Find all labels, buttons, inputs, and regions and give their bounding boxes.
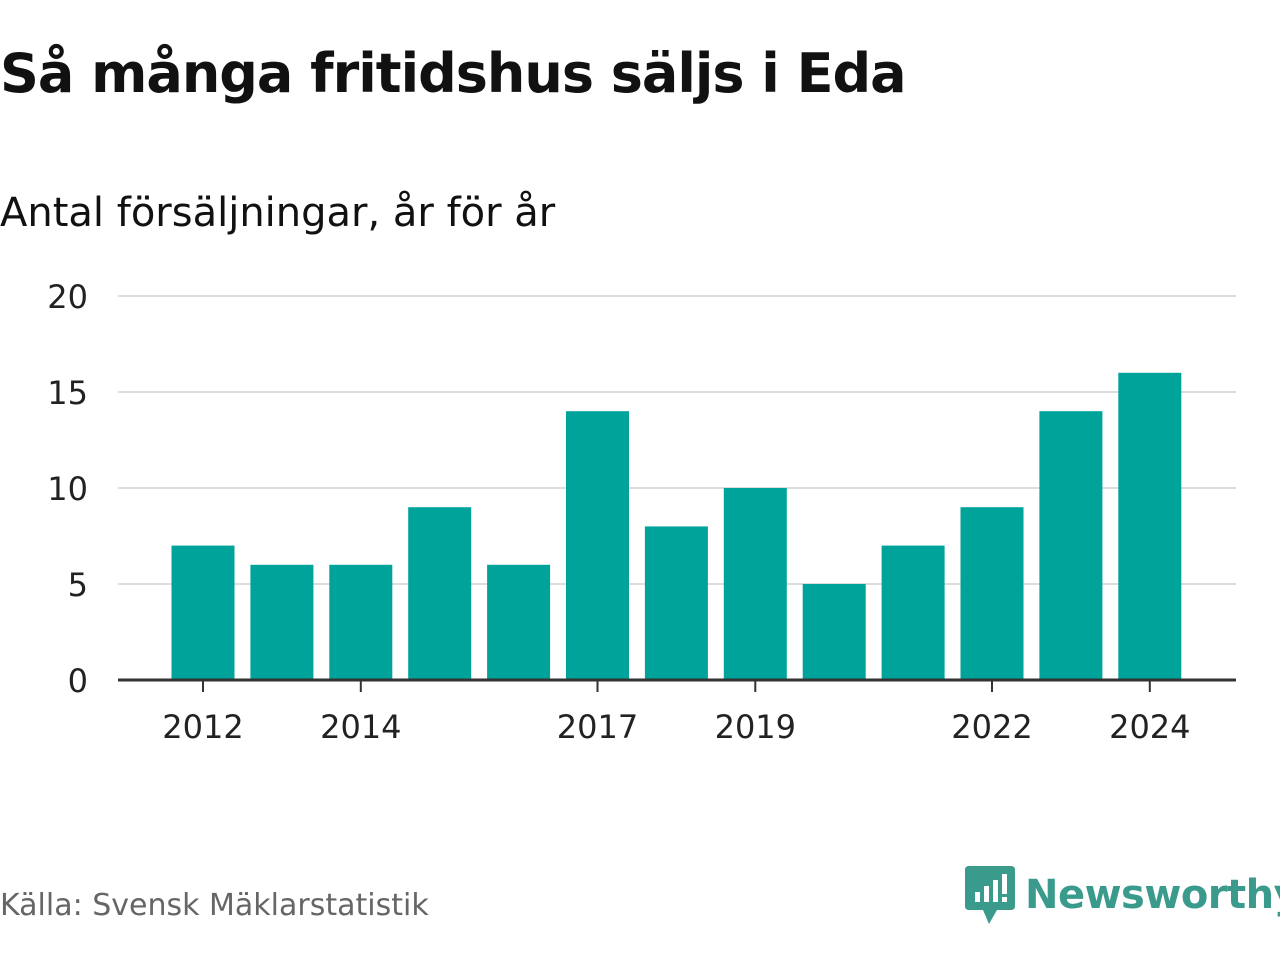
bar-2021 bbox=[881, 545, 945, 680]
source-note: Källa: Svensk Mäklarstatistik bbox=[0, 888, 429, 923]
bar-2023 bbox=[1039, 411, 1103, 680]
x-tick-label: 2022 bbox=[951, 708, 1032, 746]
bar-2015 bbox=[408, 507, 472, 680]
bar-2014 bbox=[329, 564, 393, 680]
chart-subtitle: Antal försäljningar, år för år bbox=[0, 190, 556, 236]
bar-2020 bbox=[802, 584, 866, 680]
x-tick-label: 2017 bbox=[557, 708, 638, 746]
chart-title: Så många fritidshus säljs i Eda bbox=[0, 42, 907, 105]
x-tick-label: 2014 bbox=[320, 708, 401, 746]
bar-2022 bbox=[960, 507, 1024, 680]
newsworthy-logo-icon bbox=[965, 866, 1015, 924]
bar-2013 bbox=[250, 564, 314, 680]
bar-2024 bbox=[1118, 372, 1182, 680]
x-tick-label: 2012 bbox=[162, 708, 243, 746]
x-tick-label: 2019 bbox=[715, 708, 796, 746]
bar-chart: 0 5 10 15 20 2012 2014 2017 2019 2022 2024 bbox=[47, 278, 1236, 746]
bar-2012 bbox=[171, 545, 235, 680]
y-tick-label: 20 bbox=[47, 278, 88, 316]
brand-logo: Newsworthy bbox=[965, 866, 1280, 924]
x-tick-label: 2024 bbox=[1109, 708, 1190, 746]
bar-2016 bbox=[487, 564, 551, 680]
y-tick-label: 5 bbox=[68, 566, 88, 604]
y-tick-label: 0 bbox=[68, 662, 88, 700]
bar-2018 bbox=[644, 526, 708, 680]
bar-2017 bbox=[566, 411, 629, 680]
y-tick-label: 10 bbox=[47, 470, 88, 508]
bar-2019 bbox=[723, 488, 787, 680]
y-tick-label: 15 bbox=[47, 374, 88, 412]
brand-name: Newsworthy bbox=[1025, 872, 1280, 918]
